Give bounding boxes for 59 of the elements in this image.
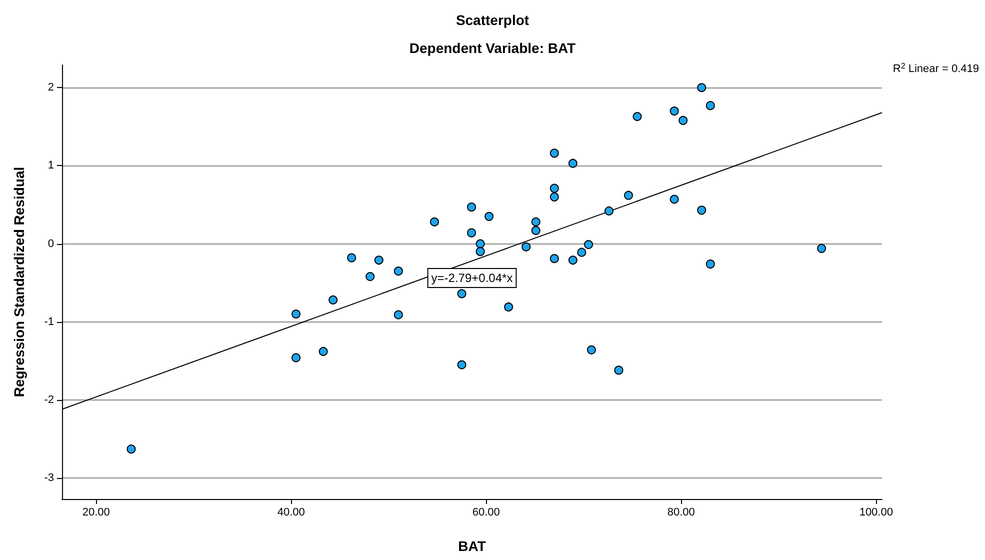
point bbox=[430, 217, 439, 226]
chart-subtitle: Dependent Variable: BAT bbox=[409, 40, 576, 56]
point bbox=[624, 190, 633, 200]
point bbox=[457, 360, 466, 370]
point bbox=[292, 353, 301, 362]
y-tick-label: 1 bbox=[48, 160, 54, 172]
x-tick-label: 60.00 bbox=[472, 506, 500, 518]
point bbox=[614, 366, 624, 375]
point bbox=[328, 295, 338, 304]
point bbox=[484, 212, 494, 221]
point bbox=[550, 148, 559, 158]
point bbox=[318, 346, 328, 356]
annotation: y=-2.79+0.04*x bbox=[431, 271, 513, 285]
chart-title: Scatterplot bbox=[456, 12, 530, 28]
point bbox=[467, 202, 476, 212]
y-tick-label: 0 bbox=[48, 238, 54, 250]
y-tick-label: -2 bbox=[44, 394, 54, 406]
y-tick-label: -1 bbox=[44, 316, 54, 328]
point bbox=[632, 112, 642, 122]
y-tick-label: 2 bbox=[48, 82, 54, 94]
point bbox=[706, 101, 715, 110]
x-tick-label: 80.00 bbox=[667, 506, 695, 518]
x-axis-title: BAT bbox=[458, 538, 486, 554]
point bbox=[550, 254, 559, 264]
point bbox=[817, 244, 826, 253]
point bbox=[706, 260, 715, 269]
x-tick-label: 20.00 bbox=[82, 506, 110, 518]
point bbox=[577, 248, 586, 257]
point bbox=[292, 310, 301, 318]
point bbox=[457, 289, 466, 298]
point bbox=[670, 194, 679, 204]
point bbox=[584, 240, 594, 250]
point bbox=[697, 206, 706, 215]
point bbox=[568, 158, 578, 168]
y-axis-title: Regression Standardized Residual bbox=[11, 166, 27, 398]
point bbox=[394, 266, 403, 276]
point bbox=[126, 444, 136, 454]
point bbox=[568, 256, 578, 265]
point bbox=[394, 310, 403, 320]
point bbox=[550, 192, 559, 202]
point bbox=[604, 206, 614, 216]
point bbox=[697, 83, 706, 92]
point bbox=[467, 228, 476, 238]
point bbox=[374, 256, 384, 265]
point bbox=[670, 106, 679, 116]
point bbox=[476, 239, 485, 248]
point bbox=[550, 184, 559, 193]
point bbox=[476, 247, 485, 256]
x-tick-label: 100.00 bbox=[859, 506, 893, 518]
point bbox=[522, 242, 531, 252]
y-tick-label: -3 bbox=[44, 472, 54, 484]
point bbox=[504, 302, 514, 312]
point bbox=[678, 116, 688, 125]
point bbox=[586, 345, 596, 354]
point bbox=[531, 226, 540, 235]
x-tick-label: 40.00 bbox=[277, 506, 305, 518]
point bbox=[366, 272, 375, 282]
point bbox=[531, 217, 540, 226]
point bbox=[347, 253, 356, 262]
